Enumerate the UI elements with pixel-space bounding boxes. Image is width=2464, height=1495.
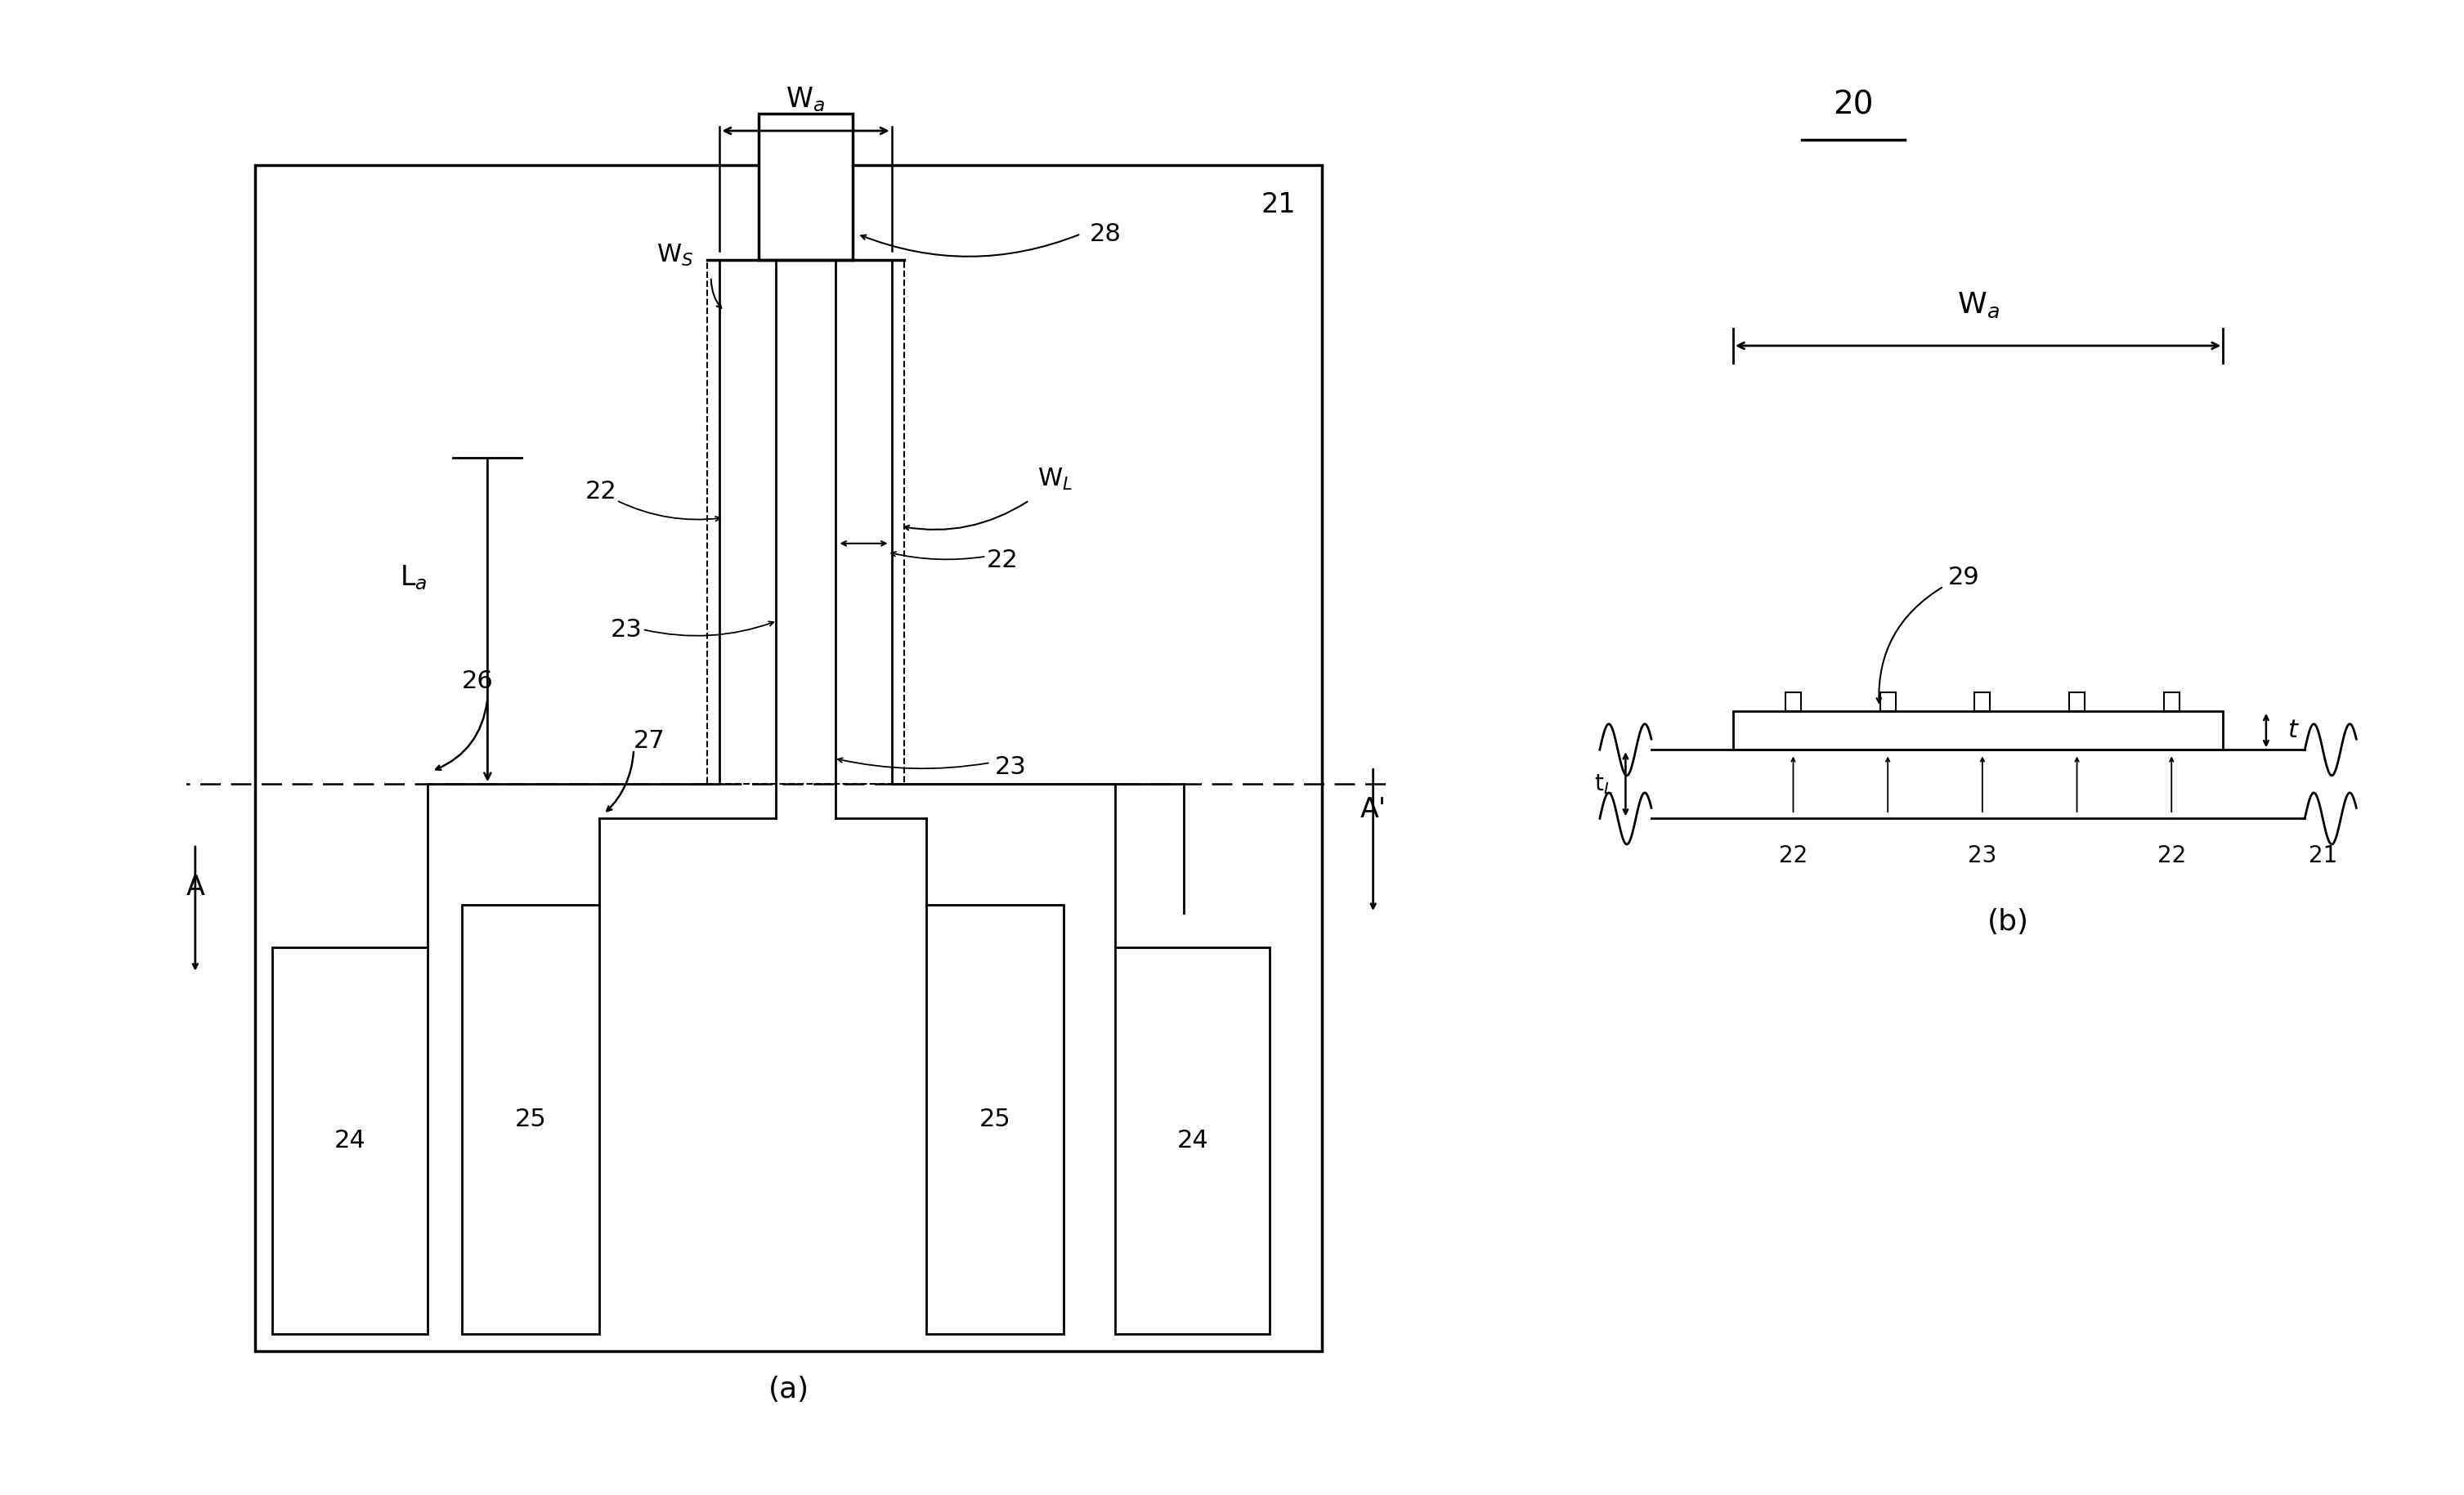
Text: 24: 24	[1178, 1129, 1207, 1153]
Text: L$_a$: L$_a$	[399, 564, 426, 592]
Text: W$_a$: W$_a$	[786, 85, 825, 114]
Text: 22: 22	[986, 549, 1018, 573]
Bar	[461, 904, 599, 1334]
Text: 22: 22	[1779, 845, 1809, 867]
Text: W$_S$: W$_S$	[658, 242, 695, 269]
Text: 22: 22	[584, 480, 616, 504]
Text: 23: 23	[1969, 845, 1996, 867]
Text: 21: 21	[2309, 845, 2338, 867]
Text: 29: 29	[1949, 567, 1979, 589]
Bar	[926, 904, 1064, 1334]
Bar	[1880, 692, 1895, 712]
Text: 28: 28	[1089, 223, 1121, 245]
Bar	[1732, 712, 2223, 750]
Text: W$_a$: W$_a$	[1956, 292, 1998, 320]
Text: t: t	[2287, 719, 2296, 742]
Text: 22: 22	[2156, 845, 2186, 867]
Text: 26: 26	[461, 670, 493, 692]
Text: A': A'	[1360, 797, 1387, 824]
Bar	[759, 114, 853, 260]
Text: A: A	[185, 873, 205, 901]
Bar	[274, 948, 426, 1334]
Bar	[1974, 692, 1991, 712]
Bar	[256, 166, 1321, 1351]
Bar	[1786, 692, 1801, 712]
Bar	[707, 260, 904, 783]
Text: t$_L$: t$_L$	[1594, 773, 1611, 795]
Text: 25: 25	[978, 1108, 1010, 1132]
Text: 23: 23	[995, 755, 1027, 779]
Bar	[1116, 948, 1269, 1334]
Text: 27: 27	[633, 730, 665, 753]
Text: 25: 25	[515, 1108, 547, 1132]
Text: (a): (a)	[769, 1375, 808, 1402]
Text: 21: 21	[1262, 191, 1296, 218]
Text: W$_L$: W$_L$	[1037, 466, 1072, 492]
Text: (b): (b)	[1988, 907, 2028, 936]
Text: 24: 24	[335, 1129, 365, 1153]
Bar	[2070, 692, 2085, 712]
Text: 20: 20	[1833, 90, 1873, 121]
Bar	[2163, 692, 2178, 712]
Bar	[759, 114, 853, 260]
Text: 23: 23	[611, 617, 643, 641]
